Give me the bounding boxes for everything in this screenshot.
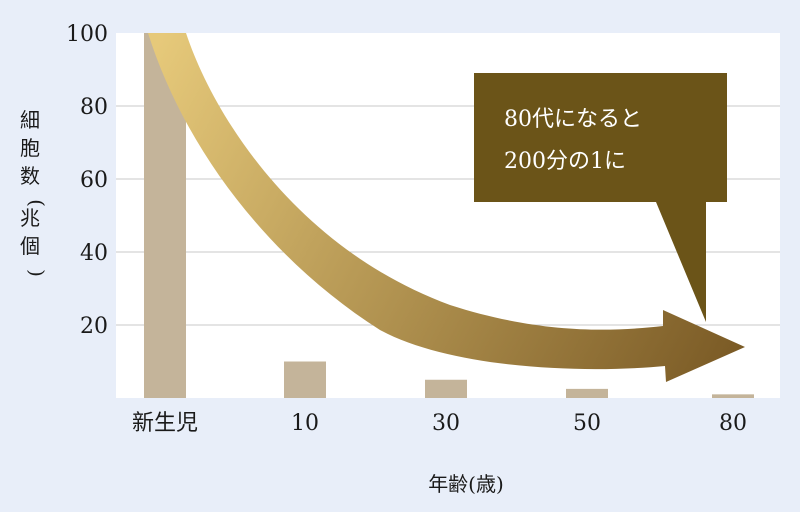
bar [284,361,326,398]
y-axis-label-char: ) [25,269,49,277]
y-axis-label-char: 胞 [20,136,40,160]
x-tick-label: 10 [291,411,319,436]
callout-line-2: 200分の1に [504,149,626,174]
y-axis-ticks: 20 40 60 80 100 [66,22,108,339]
decline-arrow [148,33,745,382]
x-tick-label: 50 [573,411,601,436]
callout-line-1: 80代になると [504,107,642,132]
bar [425,379,467,398]
y-axis-label-char: 個 [20,234,40,258]
x-tick-label: 80 [719,411,747,436]
y-axis-label-char: ( [25,199,49,207]
y-axis-label-char: 数 [20,164,40,188]
y-axis-label-char: 兆 [20,206,40,230]
callout-box [474,73,727,322]
y-tick-label: 40 [80,241,108,266]
bar [566,388,608,398]
annotation-callout: 80代になると 200分の1に [474,73,727,322]
y-tick-label: 100 [66,22,108,47]
x-axis-ticks: 新生児 10 30 50 80 [132,411,747,436]
y-axis-label-char: 細 [20,108,40,132]
bar [712,394,754,398]
x-tick-label: 30 [432,411,460,436]
y-tick-label: 80 [80,95,108,120]
y-axis-label: 細胞数 (兆個) [20,108,49,277]
y-tick-label: 60 [80,168,108,193]
y-tick-label: 20 [80,314,108,339]
x-axis-label: 年齢(歳) [428,472,504,496]
x-tick-label: 新生児 [132,411,198,436]
